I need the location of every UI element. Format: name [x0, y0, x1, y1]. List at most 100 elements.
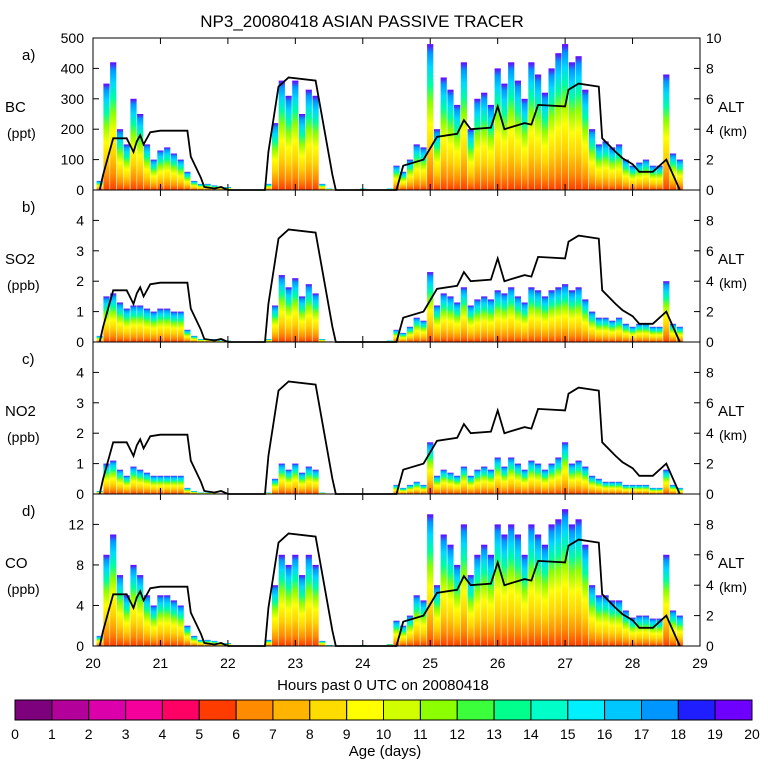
panels: 01002003004005000246810a)BC(ppt)ALT(km)0… — [5, 30, 747, 671]
tracer-bar — [663, 554, 670, 646]
tracer-bar — [467, 129, 474, 190]
tracer-bar — [110, 293, 117, 342]
tracer-bar — [116, 575, 124, 646]
y-tick-label: 200 — [61, 121, 85, 137]
tracer-bar — [494, 524, 501, 646]
tracer-bar — [278, 275, 285, 342]
tracer-bar — [622, 159, 629, 190]
tracer-bar — [521, 98, 528, 190]
y2-tick-label: 0 — [706, 638, 714, 654]
tracer-bar — [548, 290, 555, 342]
tracer-bar — [555, 519, 562, 646]
tracer-bar — [454, 104, 461, 190]
x-tick-label: 24 — [355, 655, 371, 671]
tracer-bar — [541, 296, 548, 342]
tracer-bar — [420, 484, 427, 494]
tracer-bar — [642, 159, 650, 190]
panel-letter: d) — [22, 503, 35, 520]
tracer-bar — [501, 466, 508, 494]
tracer-bar — [427, 272, 434, 342]
tracer-bar — [548, 463, 555, 494]
tracer-bar — [663, 469, 670, 494]
tracer-bar — [514, 463, 521, 494]
tracer-bar — [595, 595, 602, 646]
tracer-bar — [400, 332, 407, 342]
tracer-bar — [103, 554, 110, 646]
tracer-bar — [582, 299, 589, 342]
tracer-bar — [137, 114, 144, 190]
tracer-bar — [656, 165, 663, 190]
y-tick-label: 3 — [76, 395, 84, 411]
colorbar-swatch — [272, 699, 311, 721]
colorbar-tick-label: 11 — [413, 726, 428, 742]
tracer-bar — [116, 302, 124, 342]
tracer-bar — [123, 308, 130, 342]
tracer-bar — [305, 89, 312, 190]
tracer-bar — [420, 147, 427, 190]
colorbar-tick-label: 9 — [343, 726, 351, 742]
tracer-bar — [481, 296, 488, 342]
tracer-bar — [481, 466, 488, 494]
tracer-bar — [285, 95, 292, 190]
tracer-bar — [433, 129, 441, 190]
tracer-bar — [487, 554, 494, 646]
tracer-bar — [116, 129, 124, 190]
y-tick-label: 300 — [61, 91, 85, 107]
tracer-bar — [494, 457, 501, 494]
colorbar-tick-label: 8 — [306, 726, 314, 742]
y-tick-label: 3 — [76, 243, 84, 259]
tracer-bar — [278, 80, 285, 190]
tracer-bar — [514, 534, 521, 646]
tracer-bar — [123, 144, 130, 190]
tracer-bar — [319, 339, 326, 342]
tracer-bar — [164, 595, 171, 646]
tracer-bar — [177, 605, 184, 646]
tracer-bar — [609, 600, 616, 646]
tracer-bar — [467, 575, 474, 646]
tracer-bar — [197, 639, 204, 646]
y-axis-label: NO2 — [5, 403, 36, 420]
tracer-bar — [649, 165, 656, 190]
tracer-bar — [487, 469, 494, 494]
tracer-bar — [602, 481, 609, 494]
tracer-bar — [427, 514, 434, 646]
tracer-bar — [602, 317, 609, 342]
y2-tick-label: 8 — [706, 60, 714, 76]
tracer-bar — [622, 610, 629, 646]
tracer-bar — [541, 469, 548, 494]
tracer-bar — [541, 92, 548, 190]
tracer-bar — [191, 180, 198, 190]
tracer-bar — [130, 466, 137, 494]
y2-axis-unit: (km) — [719, 123, 747, 139]
tracer-bar — [400, 171, 407, 190]
tracer-bar — [656, 487, 663, 494]
colorbar-tick-label: 17 — [634, 726, 650, 742]
tracer-bar — [137, 469, 144, 494]
tracer-bar — [413, 481, 420, 494]
y2-tick-label: 10 — [706, 30, 722, 46]
tracer-bar — [589, 475, 596, 494]
tracer-bar — [642, 484, 650, 494]
tracer-bar — [562, 44, 569, 190]
y-tick-label: 2 — [76, 273, 84, 289]
y2-tick-label: 6 — [706, 243, 714, 259]
tracer-bar — [528, 62, 535, 190]
colorbar-swatch — [567, 699, 606, 721]
tracer-bar — [629, 617, 636, 646]
tracer-bar — [265, 492, 272, 494]
tracer-bar — [676, 159, 683, 190]
tracer-bar — [386, 644, 393, 646]
tracer-bar — [616, 481, 623, 494]
tracer-bar — [474, 554, 481, 646]
y-axis-label: BC — [5, 99, 26, 116]
colorbar-tick-label: 20 — [744, 726, 760, 742]
tracer-bar — [460, 62, 467, 190]
chart-title: NP3_20080418 ASIAN PASSIVE TRACER — [200, 12, 524, 31]
tracer-bar — [299, 472, 306, 494]
colorbar-tick-label: 1 — [48, 726, 56, 742]
tracer-bar — [427, 442, 434, 494]
tracer-bar — [494, 68, 501, 190]
y2-axis-label: ALT — [718, 99, 744, 116]
colorbar-swatch — [198, 699, 237, 721]
y2-tick-label: 6 — [706, 547, 714, 563]
